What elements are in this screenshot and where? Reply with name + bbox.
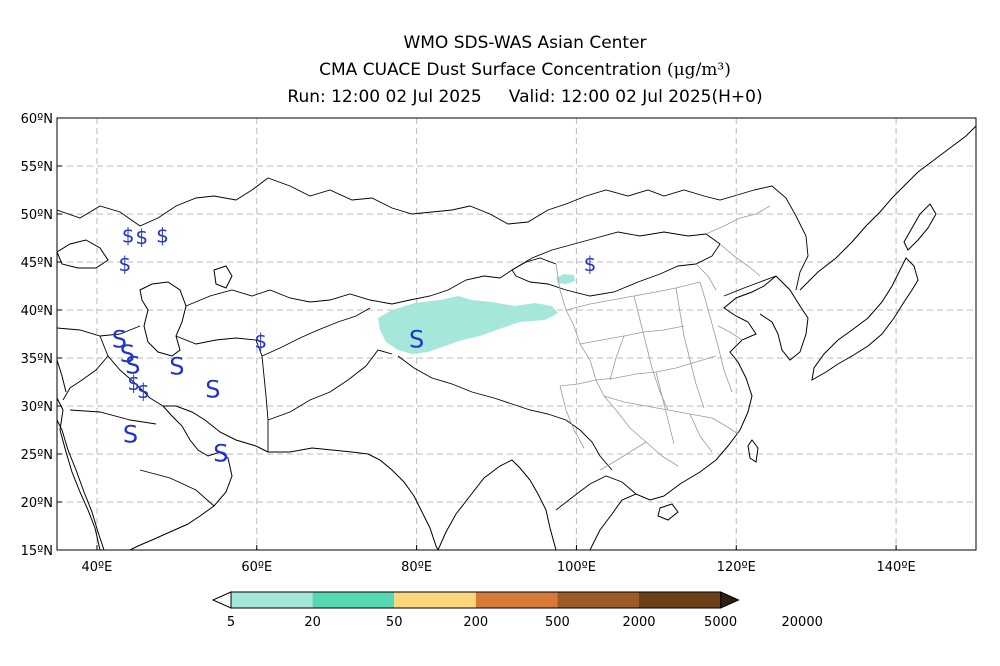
dust-plume [378, 296, 558, 354]
colorbar-label: 20000 [782, 615, 823, 630]
blowing-dust-marker: $ [122, 223, 135, 247]
colorbar-label: 200 [463, 615, 488, 630]
lat-tick-label: 45ºN [21, 256, 53, 271]
dust-storm-marker: S [169, 352, 184, 380]
colorbar-label: 5 [227, 615, 235, 630]
lat-tick-label: 15ºN [21, 544, 53, 559]
map-gridlines [57, 118, 976, 550]
lon-tick-label: 80ºE [401, 560, 432, 575]
lon-tick-label: 140ºE [877, 560, 916, 575]
map-body [57, 125, 976, 550]
lon-tick-label: 60ºE [241, 560, 272, 575]
run-time: Run: 12:00 02 Jul 2025 [287, 87, 482, 107]
blowing-dust-marker: $ [584, 252, 597, 276]
colorbar-segment [557, 592, 639, 608]
colorbar-label: 500 [545, 615, 570, 630]
lat-tick-label: 55ºN [21, 160, 53, 175]
dust-storm-marker: S [123, 420, 138, 448]
lon-tick-label: 100ºE [557, 560, 596, 575]
lat-tick-label: 60ºN [21, 112, 53, 127]
dust-storm-marker: S [205, 375, 220, 403]
lat-tick-label: 50ºN [21, 208, 53, 223]
lat-tick-label: 40ºN [21, 304, 53, 319]
dust-storm-marker: S [213, 440, 228, 468]
blowing-dust-marker: $ [254, 329, 267, 353]
province-borders [555, 205, 771, 471]
valid-time: Valid: 12:00 02 Jul 2025(H+0) [508, 87, 763, 107]
blowing-dust-marker: $ [135, 225, 148, 249]
lat-tick-label: 30ºN [21, 400, 53, 415]
lat-tick-label: 25ºN [21, 448, 53, 463]
subtitle-text: CMA CUACE Dust Surface Concentration [319, 60, 667, 80]
lon-tick-label: 40ºE [82, 560, 113, 575]
blowing-dust-marker: $ [156, 223, 169, 247]
dust-storm-marker: S [409, 325, 424, 353]
country-borders [57, 177, 809, 511]
colorbar: 5 20 50 200 500 2000 5000 20000 [211, 591, 823, 630]
colorbar-max-arrow [720, 591, 740, 609]
lat-tick-label: 20ºN [21, 496, 53, 511]
longitude-axis: 40ºE 60ºE 80ºE 100ºE 120ºE 140ºE [82, 545, 916, 575]
dust-storm-marker: S [125, 351, 140, 379]
dust-storm-marker: S [120, 340, 135, 368]
colorbar-label: 2000 [622, 615, 655, 630]
colorbar-segment [231, 592, 313, 608]
colorbar-min-arrow [211, 591, 232, 609]
lat-tick-label: 35ºN [21, 352, 53, 367]
colorbar-segment [475, 592, 558, 608]
coastlines [57, 125, 976, 550]
run-valid-line: Run: 12:00 02 Jul 2025 Valid: 12:00 02 J… [0, 84, 1000, 111]
colorbar-label: 50 [386, 615, 403, 630]
colorbar-segment [312, 592, 395, 608]
blowing-dust-marker: $ [137, 379, 150, 403]
colorbar-label: 5000 [704, 615, 737, 630]
latitude-axis: 15ºN 20ºN 25ºN 30ºN 35ºN 40ºN 45ºN 50ºN 55ºN 60ºN [21, 112, 62, 559]
colorbar-label: 20 [304, 615, 321, 630]
dust-storm-marker: S [112, 325, 127, 353]
dust-markers: $ $ $$ $$SSS SS$$SSS [112, 223, 597, 467]
title-block: WMO SDS-WAS Asian Center CMA CUACE Dust … [0, 30, 1000, 111]
map-frame [56, 117, 977, 551]
colorbar-segment [394, 592, 476, 608]
chart-title: WMO SDS-WAS Asian Center [403, 33, 647, 53]
lon-tick-label: 120ºE [717, 560, 756, 575]
colorbar-segment [639, 592, 721, 608]
blowing-dust-marker: $ [119, 252, 132, 276]
unit-label: (μg/m³) [667, 60, 731, 80]
dust-patch [556, 274, 575, 284]
blowing-dust-marker: $ [127, 371, 140, 395]
chart-subtitle: CMA CUACE Dust Surface Concentration (μg… [0, 57, 1000, 84]
